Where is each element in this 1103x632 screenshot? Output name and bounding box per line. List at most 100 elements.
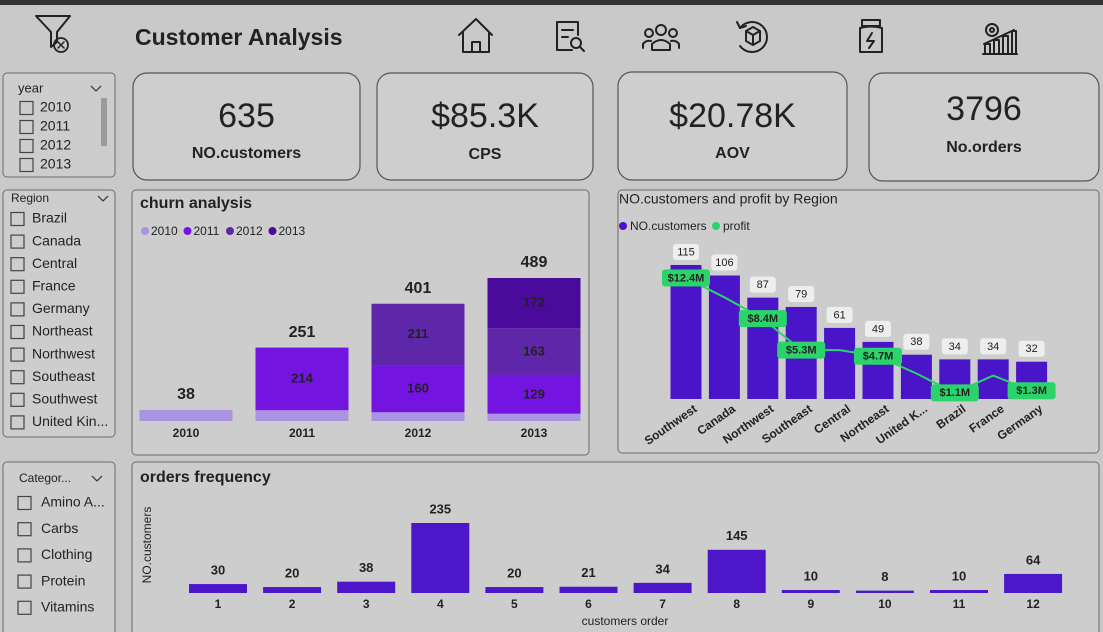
x-axis-label: customers order — [582, 614, 669, 628]
slicer-item[interactable]: Clothing — [41, 546, 92, 562]
slicer-item[interactable]: Vitamins — [41, 599, 94, 615]
bar — [189, 584, 247, 593]
checkbox[interactable] — [19, 119, 34, 135]
data-label: 61 — [833, 309, 845, 321]
checkbox[interactable] — [10, 370, 25, 385]
bar-segment — [371, 303, 465, 366]
kpi-label: AOV — [715, 145, 750, 162]
legend-label: profit — [723, 219, 750, 233]
year-slicer[interactable] — [2, 72, 116, 178]
data-label: 87 — [757, 279, 769, 291]
kpi-card — [376, 72, 594, 181]
kpi-card — [617, 71, 848, 181]
checkbox[interactable] — [10, 302, 25, 317]
checkbox[interactable] — [10, 257, 25, 272]
checkbox[interactable] — [10, 347, 25, 362]
data-label: 38 — [359, 560, 373, 575]
slicer-item[interactable]: Brazil — [32, 210, 67, 226]
slicer-item[interactable]: Carbs — [41, 520, 78, 536]
slicer-item[interactable]: Canada — [32, 232, 81, 248]
checkbox[interactable] — [17, 574, 32, 589]
legend-dot — [712, 222, 720, 230]
bar — [485, 587, 544, 593]
slicer-chevron[interactable] — [91, 475, 103, 482]
profit-label: $1.3M — [1016, 385, 1047, 397]
x-tick-label: 6 — [585, 597, 592, 611]
data-label: 38 — [910, 336, 922, 348]
bar — [930, 590, 988, 593]
slicer-item[interactable]: Amino A... — [41, 494, 105, 510]
scrollbar[interactable] — [101, 98, 107, 146]
slicer-item[interactable]: Northeast — [32, 323, 93, 339]
checkbox[interactable] — [17, 548, 32, 563]
x-tick-label: 3 — [363, 597, 370, 611]
data-label-box — [711, 254, 738, 271]
slicer-item[interactable]: 2012 — [40, 137, 71, 153]
analytics-icon[interactable] — [982, 23, 1018, 55]
data-label-box — [673, 244, 699, 260]
slicer-title: Region — [11, 191, 49, 205]
data-label-box — [903, 333, 930, 350]
filter-icon[interactable] — [35, 15, 71, 53]
bar-segment — [255, 347, 349, 411]
checkbox[interactable] — [17, 495, 32, 511]
slicer-title: year — [18, 80, 44, 95]
checkbox[interactable] — [17, 522, 32, 537]
slicer-item[interactable]: United Kin... — [32, 413, 108, 429]
total-label: 251 — [289, 324, 316, 341]
slicer-item[interactable]: Southeast — [32, 368, 95, 384]
slicer-item[interactable]: 2013 — [40, 156, 71, 172]
slicer-item[interactable]: Central — [32, 255, 77, 271]
segment-label: 163 — [523, 344, 545, 359]
slicer-item[interactable]: Germany — [32, 300, 90, 316]
legend-dot — [268, 227, 277, 235]
data-label: 10 — [804, 568, 818, 583]
checkbox[interactable] — [10, 392, 25, 407]
product-icon[interactable] — [859, 19, 883, 53]
region-slicer[interactable] — [2, 189, 116, 438]
slicer-item[interactable]: 2011 — [40, 118, 70, 134]
checkbox[interactable] — [17, 600, 32, 615]
checkbox[interactable] — [10, 211, 25, 227]
bar — [708, 275, 740, 399]
checkbox[interactable] — [10, 324, 25, 340]
profit-label: $4.7M — [863, 351, 894, 363]
x-tick-label: 10 — [878, 597, 892, 611]
total-label: 489 — [521, 254, 548, 271]
slicer-item[interactable]: Northwest — [32, 345, 95, 361]
slicer-chevron[interactable] — [97, 195, 109, 202]
data-label: 49 — [872, 323, 884, 335]
checkbox[interactable] — [10, 415, 25, 430]
kpi-card — [868, 72, 1100, 182]
x-tick-label: 11 — [953, 597, 966, 611]
data-label: 34 — [949, 341, 961, 353]
slicer-item[interactable]: France — [32, 278, 76, 294]
report-icon[interactable] — [556, 21, 585, 52]
slicer-item[interactable]: Protein — [41, 572, 85, 588]
profit-label-box — [777, 341, 826, 359]
checkbox[interactable] — [19, 100, 34, 116]
total-label: 401 — [405, 280, 432, 297]
bar — [781, 590, 840, 593]
legend-dot — [141, 227, 149, 235]
checkbox[interactable] — [10, 234, 25, 249]
home-icon[interactable] — [458, 18, 493, 53]
checkbox[interactable] — [19, 157, 34, 173]
customers-icon[interactable] — [642, 24, 680, 51]
returns-icon[interactable] — [736, 21, 768, 53]
total-label: 38 — [177, 386, 195, 403]
slicer-item[interactable]: 2010 — [40, 99, 71, 115]
slicer-title: Categor... — [19, 471, 71, 485]
slicer-item[interactable]: Southwest — [32, 391, 97, 407]
data-label: 10 — [952, 568, 966, 583]
legend-label: 2012 — [236, 224, 263, 238]
data-label: 106 — [715, 257, 733, 269]
slicer-chevron[interactable] — [90, 85, 102, 92]
checkbox[interactable] — [19, 138, 34, 154]
bar — [670, 265, 702, 399]
bar — [707, 549, 766, 593]
y-axis-label: NO.customers — [140, 507, 154, 584]
checkbox[interactable] — [10, 279, 25, 294]
